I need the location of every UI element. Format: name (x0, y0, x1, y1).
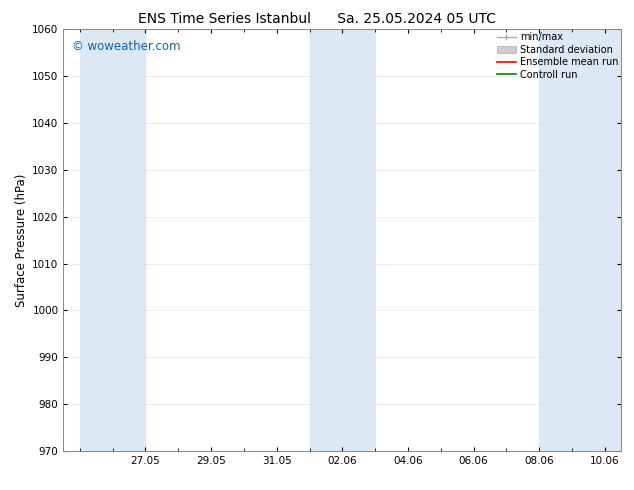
Bar (540, 29, 572, 451)
Bar (309, 29, 342, 451)
Text: © woweather.com: © woweather.com (72, 40, 180, 53)
Bar (113, 29, 145, 451)
Bar (572, 29, 621, 451)
Text: ENS Time Series Istanbul      Sa. 25.05.2024 05 UTC: ENS Time Series Istanbul Sa. 25.05.2024 … (138, 12, 496, 26)
Legend: min/max, Standard deviation, Ensemble mean run, Controll run: min/max, Standard deviation, Ensemble me… (496, 32, 618, 79)
Y-axis label: Surface Pressure (hPa): Surface Pressure (hPa) (15, 173, 28, 307)
Bar (342, 29, 375, 451)
Bar (80, 29, 113, 451)
